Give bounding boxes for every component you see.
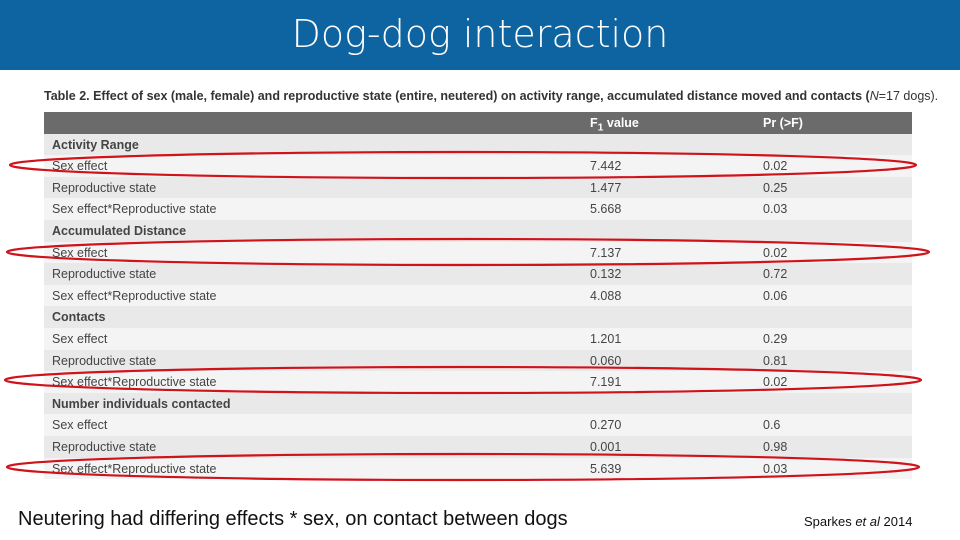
data-row: Reproductive state 0.132 0.72 [44, 263, 912, 285]
cell-value: 0.02 [763, 245, 788, 260]
header-row: F1 value Pr (>F) [44, 112, 912, 134]
footer-note: Neutering had differing effects * sex, o… [18, 508, 568, 530]
cell-value: 4.088 [590, 288, 622, 303]
column-header-text: value [603, 116, 639, 130]
section-row: Activity Range [44, 133, 912, 156]
section-label: Accumulated Distance [52, 224, 187, 238]
column-header-text: 1 [597, 122, 604, 134]
column-header: F1 value [590, 116, 639, 134]
highlight-ellipse [5, 237, 931, 267]
row-label: Sex effect [52, 245, 108, 260]
section-label: Number individuals contacted [52, 396, 231, 411]
cell-value: 7.137 [590, 245, 622, 260]
citation-text: 2014 [879, 514, 913, 529]
highlight-ellipse [8, 150, 918, 180]
cell-value: 0.132 [590, 267, 622, 282]
data-row: Sex effect*Reproductive state 7.191 0.02 [44, 371, 912, 393]
row-label: Sex effect*Reproductive state [52, 375, 217, 390]
cell-value: 1.477 [590, 180, 622, 195]
cell-value: 0.03 [763, 202, 788, 217]
section-row: Accumulated Distance [44, 220, 912, 242]
cell-value: 0.72 [763, 267, 788, 282]
column-header-text: F [590, 116, 598, 130]
data-row: Sex effect*Reproductive state 5.639 0.03 [44, 457, 912, 480]
row-label: Reproductive state [52, 267, 157, 282]
cell-value: 0.02 [763, 159, 788, 174]
data-row: Sex effect 7.137 0.02 [44, 241, 912, 264]
data-row: Sex effect 0.270 0.6 [44, 414, 912, 436]
data-row: Reproductive state 0.060 0.81 [44, 349, 912, 372]
caption-italic: N [869, 89, 879, 103]
cell-value: 7.191 [590, 375, 622, 390]
section-row: Number individuals contacted [44, 392, 912, 415]
cell-value: 1.201 [590, 332, 622, 346]
row-label: Reproductive state [52, 180, 157, 195]
data-row: Sex effect 1.201 0.29 [44, 328, 912, 350]
cell-value: 0.02 [763, 375, 788, 390]
cell-value: 0.06 [763, 288, 788, 303]
row-label: Sex effect*Reproductive state [52, 202, 217, 217]
cell-value: 0.060 [590, 353, 622, 368]
row-label: Reproductive state [52, 353, 157, 368]
table-caption: Table 2. Effect of sex (male, female) an… [44, 89, 938, 103]
cell-value: 7.442 [590, 159, 622, 174]
data-row: Reproductive state 1.477 0.25 [44, 176, 912, 199]
column-header-text: Pr (>F) [763, 116, 803, 130]
cell-value: 5.639 [590, 461, 622, 476]
row-label: Sex effect*Reproductive state [52, 288, 217, 303]
data-row: Sex effect*Reproductive state 5.668 0.03 [44, 198, 912, 220]
citation-text: Sparkes [804, 514, 856, 529]
row-label: Sex effect [52, 159, 108, 174]
highlight-ellipse [3, 365, 923, 395]
title-bar [0, 0, 960, 70]
column-header: Pr (>F) [763, 116, 803, 130]
cell-value: 0.81 [763, 353, 788, 368]
section-label: Contacts [52, 310, 106, 325]
row-label: Sex effect [52, 332, 108, 346]
cell-value: 0.270 [590, 418, 622, 433]
citation: Sparkes et al 2014 [804, 514, 912, 529]
data-row: Reproductive state 0.001 0.98 [44, 436, 912, 458]
highlight-ellipse [5, 452, 921, 482]
caption-text: =17 dogs). [878, 89, 939, 103]
cell-value: 0.001 [590, 440, 622, 454]
cell-value: 0.25 [763, 180, 788, 195]
data-row: Sex effect 7.442 0.02 [44, 155, 912, 177]
cell-value: 0.29 [763, 332, 788, 346]
section-row: Contacts [44, 306, 912, 328]
cell-value: 0.6 [763, 418, 781, 433]
row-label: Reproductive state [52, 440, 157, 454]
slide-title: Dog-dog interaction [291, 12, 669, 56]
cell-value: 5.668 [590, 202, 622, 217]
section-label: Activity Range [52, 137, 139, 152]
row-label: Sex effect*Reproductive state [52, 461, 217, 476]
citation-italic: et al [855, 514, 880, 529]
cell-value: 0.98 [763, 440, 788, 454]
caption-text: Table 2. Effect of sex (male, female) an… [44, 89, 870, 103]
cell-value: 0.03 [763, 461, 788, 476]
data-row: Sex effect*Reproductive state 4.088 0.06 [44, 284, 912, 307]
row-label: Sex effect [52, 418, 108, 433]
